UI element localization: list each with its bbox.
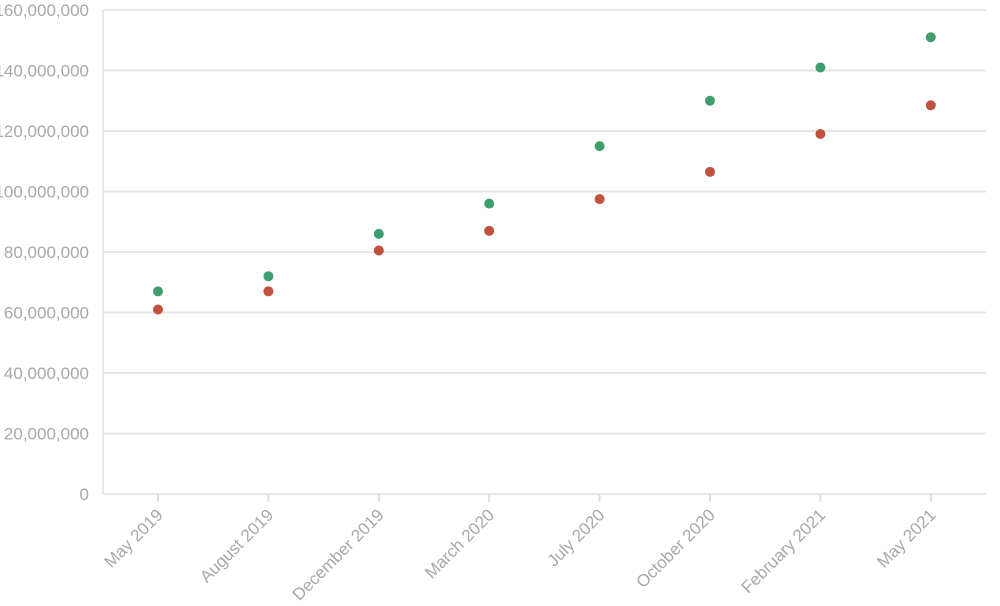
y-tick-label: 20,000,000 (4, 425, 89, 444)
data-point-series-2 (373, 245, 384, 256)
x-tick-label: May 2019 (101, 505, 167, 571)
x-tick-label: July 2020 (544, 505, 609, 570)
data-point-series-2 (153, 304, 163, 315)
y-tick-label: 60,000,000 (4, 304, 89, 323)
y-tick-label: 140,000,000 (0, 62, 89, 81)
x-tick-label: May 2021 (873, 505, 939, 571)
x-tick-label: August 2019 (196, 505, 277, 586)
data-point-series-1 (484, 198, 495, 209)
data-point-series-1 (263, 271, 274, 282)
x-tick-label: December 2019 (289, 505, 388, 604)
y-axis-tick-labels: 0 20,000,000 40,000,000 60,000,000 80,000,00… (0, 1, 89, 504)
x-tick-label: March 2020 (421, 505, 498, 582)
data-point-series-1 (815, 62, 826, 73)
data-point-series-1 (153, 286, 163, 297)
data-point-series-1 (705, 95, 715, 106)
y-tick-label: 160,000,000 (0, 1, 89, 20)
data-point-series-1 (925, 32, 936, 43)
y-tick-label: 40,000,000 (4, 364, 89, 383)
x-tick-label: October 2020 (633, 505, 719, 591)
y-tick-label: 100,000,000 (0, 183, 89, 202)
x-tick-label: February 2021 (738, 505, 830, 597)
data-point-series-2 (815, 129, 826, 140)
axes (102, 10, 986, 502)
data-point-series-1 (373, 228, 384, 239)
y-tick-label: 0 (80, 485, 89, 504)
data-point-series-2 (484, 225, 495, 236)
data-point-series-2 (925, 100, 936, 111)
y-tick-label: 80,000,000 (4, 243, 89, 262)
data-point-series-1 (594, 141, 605, 152)
data-point-series-2 (705, 166, 715, 177)
y-tick-label: 120,000,000 (0, 122, 89, 141)
grid-lines (103, 9, 986, 435)
data-point-series-2 (263, 286, 274, 297)
x-axis-tick-labels: May 2019 August 2019 December 2019 March 20… (101, 505, 940, 604)
data-point-series-2 (594, 194, 605, 205)
data-points (153, 32, 936, 315)
